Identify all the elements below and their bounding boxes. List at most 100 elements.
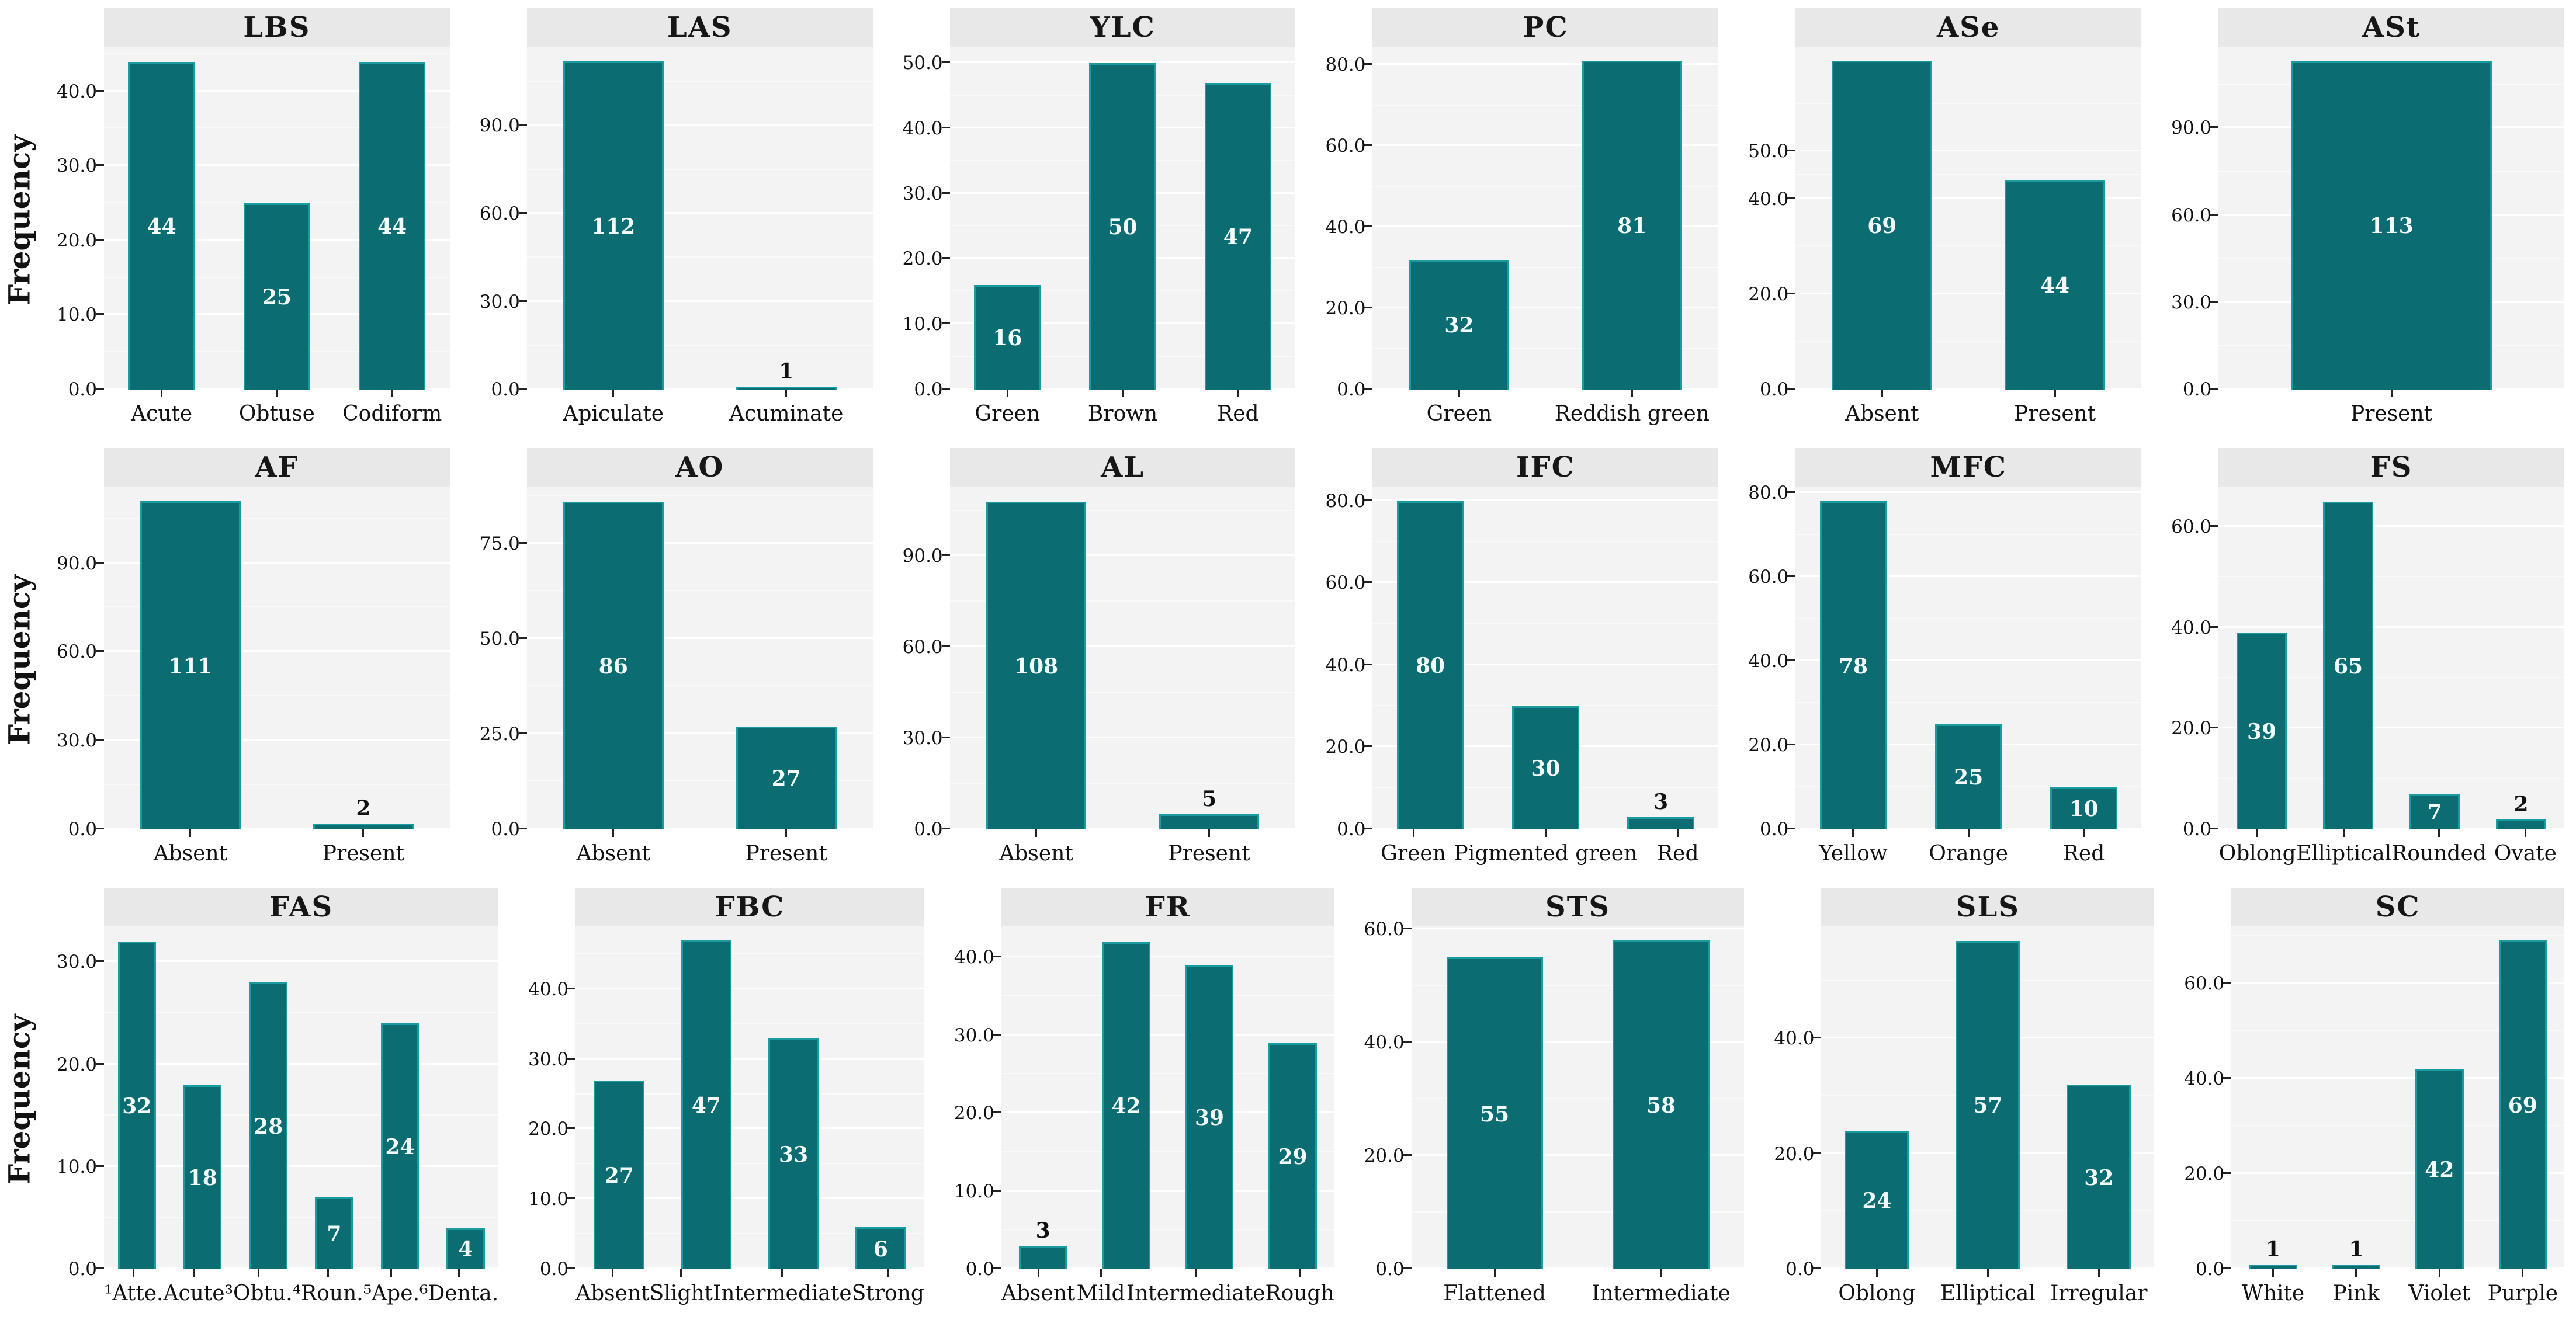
bar-value-label: 4 — [458, 1237, 473, 1262]
y-tick-label: 60.0 — [902, 637, 943, 658]
minor-gridline — [1411, 984, 1745, 986]
chart-title: FS — [2370, 451, 2413, 484]
bar-slot: 44 — [1968, 47, 2141, 390]
x-axis: Absent Mild Intermediate Rough — [1001, 1269, 1334, 1319]
x-tick-mark — [391, 390, 393, 397]
minor-gridline — [1372, 266, 1719, 268]
y-tick-label: 40.0 — [2184, 1068, 2225, 1089]
x-tick-mark — [193, 1269, 195, 1277]
bar: 111 — [140, 501, 241, 829]
minor-gridline — [526, 685, 873, 687]
bar-slot: 25 — [219, 47, 334, 390]
y-tick-label: 0.0 — [914, 379, 943, 400]
y-tick-mark — [2210, 388, 2219, 390]
bar-value-label: 78 — [1838, 654, 1868, 679]
plot-row: 0.0 10.0 20.0 30.0 40.0 44 25 44 — [39, 47, 450, 400]
y-tick-label: 60.0 — [56, 641, 97, 663]
bar: 5 — [1159, 787, 1260, 829]
y-tick-label: 20.0 — [902, 248, 943, 270]
x-tick-label: Red — [2062, 842, 2105, 866]
title-strip-row: FR — [936, 888, 1334, 926]
y-axis: 0.0 10.0 20.0 30.0 — [39, 926, 104, 1280]
x-tick-label: Irregular — [2050, 1281, 2148, 1305]
y-tick-label: 80.0 — [1325, 54, 1366, 76]
x-tick-mark — [1875, 1269, 1878, 1277]
major-gridline — [104, 960, 499, 963]
bar-slot: 7 — [301, 926, 367, 1269]
x-tick-mark — [1035, 829, 1038, 837]
chart-title: MFC — [1930, 451, 2007, 484]
x-axis: Present — [2218, 390, 2564, 440]
y-tick-label: 20.0 — [56, 1054, 97, 1075]
x-tick-label: Brown — [1087, 402, 1158, 426]
bar-value-label: 6 — [873, 1236, 888, 1262]
x-tick-mark — [362, 829, 365, 837]
bar: 39 — [2237, 633, 2287, 829]
y-axis-title: Frequency — [0, 880, 39, 1319]
y-tick-mark — [567, 1197, 576, 1200]
x-category: Absent — [575, 1269, 650, 1319]
y-tick-mark — [1364, 745, 1373, 748]
y-tick-label: 0.0 — [1337, 819, 1366, 840]
plot-panel: 24 57 32 — [1813, 926, 2155, 1269]
bar-value-label: 42 — [2425, 1158, 2454, 1183]
x-tick-mark — [611, 1269, 613, 1277]
x-tick-mark — [1493, 1269, 1496, 1277]
minor-gridline — [526, 780, 873, 782]
bar-slot: 25 — [1911, 487, 2026, 829]
x-tick-label: Intermediate — [1592, 1281, 1731, 1305]
minor-gridline — [575, 1023, 924, 1024]
y-tick-label: 75.0 — [479, 533, 520, 554]
bar: 1 — [2249, 1237, 2297, 1269]
x-tick-mark — [1986, 1269, 1989, 1277]
title-strip-row: AO — [462, 448, 873, 487]
bar: 24 — [1845, 1131, 1909, 1269]
x-tick-mark — [1412, 829, 1414, 837]
x-tick-label: Violet — [2408, 1281, 2471, 1305]
bar: 44 — [2005, 180, 2105, 390]
title-strip-row: LBS — [39, 8, 450, 47]
y-tick-mark — [993, 956, 1001, 958]
major-gridline — [2231, 1267, 2565, 1269]
plot-row: 0.0 20.0 40.0 24 57 32 — [1756, 926, 2155, 1280]
plot-row: 0.0 20.0 40.0 60.0 80.0 80 30 3 — [1307, 487, 1719, 840]
chart-row-2: Frequency AF 0.0 30.0 60.0 90.0 111 2 Absent… — [0, 440, 2576, 880]
plot-row: 0.0 20.0 40.0 60.0 80.0 78 25 10 — [1730, 482, 2142, 840]
x-tick-label: Acute — [163, 1281, 225, 1305]
x-tick-mark — [680, 1269, 682, 1277]
y-tick-mark — [1364, 63, 1373, 65]
major-gridline — [526, 300, 873, 302]
y-axis-title-text: Frequency — [2, 1014, 37, 1185]
bar-slot: 32 — [104, 926, 170, 1269]
bar-slot: 3 — [1001, 926, 1084, 1269]
y-tick-label: 60.0 — [2171, 204, 2212, 226]
bar-chart: YLC 0.0 10.0 20.0 30.0 40.0 50.0 16 50 47 Green… — [885, 0, 1308, 440]
bar: 6 — [855, 1227, 906, 1269]
bar-chart: AL 0.0 30.0 60.0 90.0 108 5 Absent Present — [885, 440, 1308, 880]
major-gridline — [1372, 499, 1719, 501]
minor-gridline — [2231, 1030, 2565, 1031]
charts-strip-2: AF 0.0 30.0 60.0 90.0 111 2 Absent Present AO… — [39, 440, 2576, 880]
bar-slot: 27 — [575, 926, 663, 1269]
major-gridline — [2218, 626, 2564, 628]
x-tick-mark — [1458, 390, 1460, 397]
x-tick-label: Obtuse — [238, 402, 315, 426]
plot-panel: 27 47 33 6 — [567, 926, 924, 1269]
y-tick-label: 0.0 — [1337, 379, 1366, 400]
x-tick-mark — [1122, 390, 1124, 397]
major-gridline — [1001, 1033, 1334, 1036]
x-tick-mark — [1677, 829, 1679, 837]
major-gridline — [1795, 197, 2142, 199]
x-axis-row: Green Brown Red — [885, 390, 1296, 440]
y-axis-title-text: Frequency — [2, 574, 37, 745]
plot-row: 0.0 20.0 40.0 60.0 80.0 32 81 — [1307, 47, 1719, 400]
title-strip-row: SC — [2166, 888, 2565, 926]
y-tick-label: 50.0 — [479, 628, 520, 649]
y-tick-mark — [1813, 1152, 1822, 1154]
y-tick-label: 90.0 — [56, 553, 97, 574]
x-axis-row: Absent Slight Intermediate Strong — [510, 1269, 924, 1319]
bar-slot: 32 — [2043, 926, 2154, 1269]
major-gridline — [2231, 1172, 2565, 1174]
bar-value-label: 32 — [1444, 313, 1474, 338]
y-tick-mark — [1403, 1154, 1412, 1156]
